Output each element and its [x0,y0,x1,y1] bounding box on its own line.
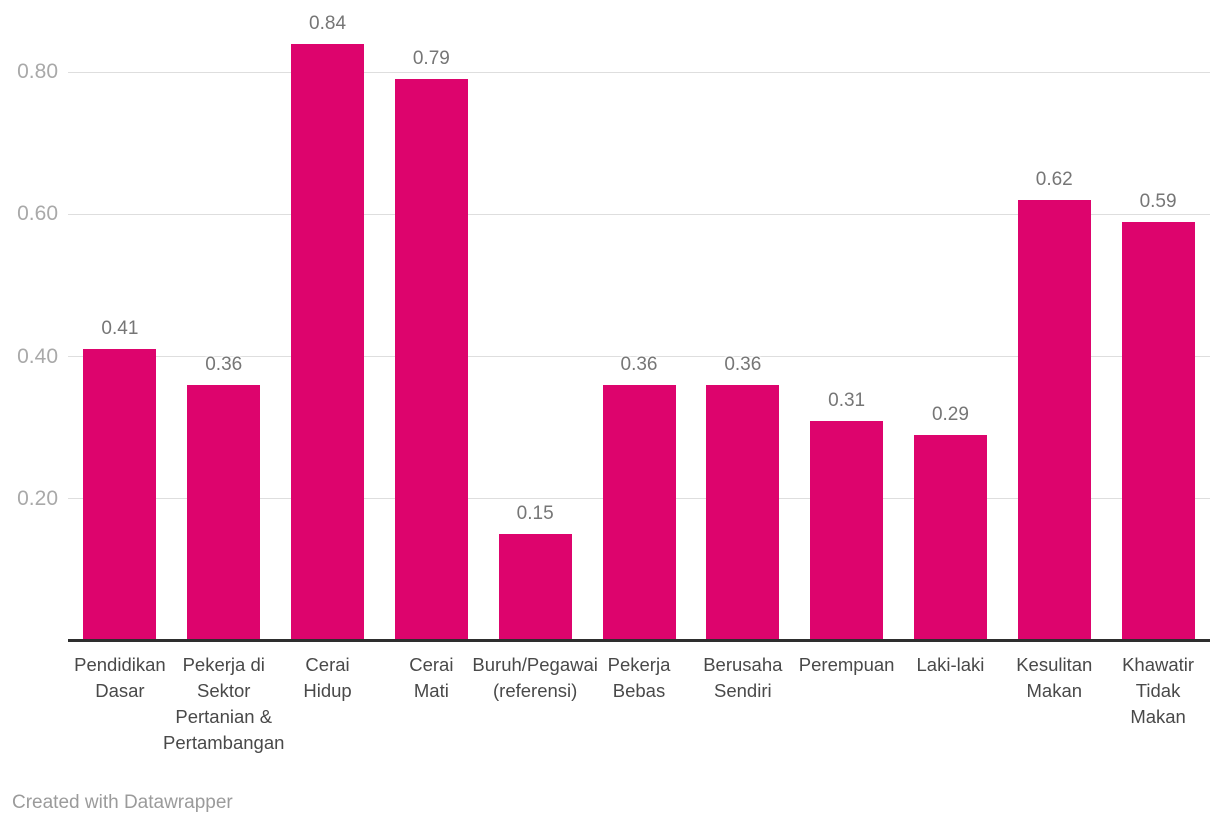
x-axis-category-label: Pendidikan Dasar [74,654,166,701]
bar [706,385,780,641]
x-axis-category-label: Laki-laki [916,654,985,675]
bar-value-label: 0.41 [101,318,139,340]
bar [394,79,468,641]
gridline-y [68,213,1210,215]
bar [810,420,884,641]
bar [913,434,987,641]
bar [498,534,572,641]
bar-value-label: 0.31 [828,389,866,411]
x-axis-category-label: Kesulitan Makan [1016,654,1093,701]
bar-value-label: 0.36 [620,354,658,376]
x-axis-baseline [68,639,1210,642]
bar [291,43,365,641]
y-tick-label: 0.20 [17,486,58,510]
x-axis-category-label: Khawatir Tidak Makan [1122,654,1195,727]
x-axis-category-label: Cerai Hidup [303,654,352,701]
x-axis-category-label: Cerai Mati [409,654,454,701]
bar-value-label: 0.62 [1035,169,1073,191]
bar-value-label: 0.36 [724,354,762,376]
y-tick-label: 0.80 [17,60,58,84]
bar-value-label: 0.84 [309,12,347,34]
y-tick-label: 0.60 [17,202,58,226]
y-tick-label: 0.40 [17,344,58,368]
bar-value-label: 0.59 [1139,190,1177,212]
bar-value-label: 0.36 [205,354,243,376]
gridline-y [68,71,1210,73]
bar [602,385,676,641]
bar-value-label: 0.79 [412,48,450,70]
gridline-y [68,356,1210,358]
bar [1017,200,1091,641]
bar-value-label: 0.29 [931,403,969,425]
bar [1121,221,1195,641]
datawrapper-credit-link[interactable]: Created with Datawrapper [12,792,233,813]
x-axis-category-label: Pekerja Bebas [607,654,671,701]
x-axis-category-label: Berusaha Sendiri [703,654,783,701]
bar-value-label: 0.15 [516,503,554,525]
x-axis-category-label: Perempuan [798,654,895,675]
x-axis-category-label: Buruh/Pegawai (referensi) [472,654,598,701]
bar [83,349,157,641]
bar [187,385,261,641]
x-axis-category-label: Pekerja di Sektor Pertanian & Pertambangan [163,654,285,753]
